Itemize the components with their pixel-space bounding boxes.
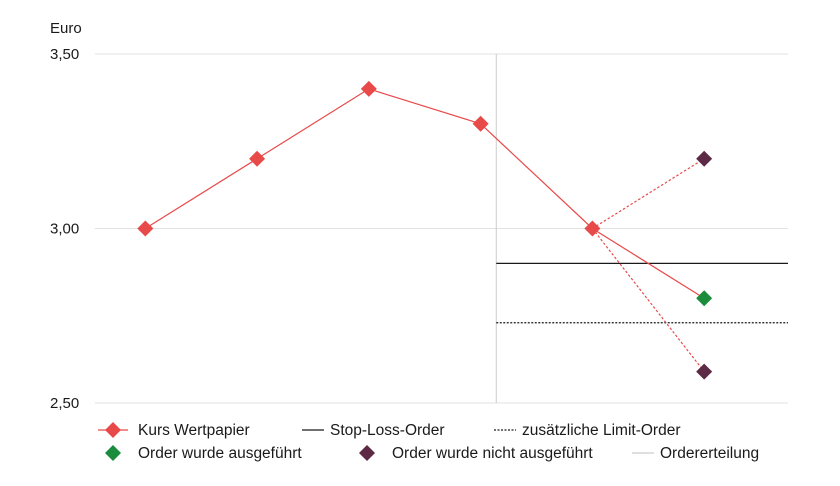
data-point: [137, 220, 154, 237]
y-tick-labels: 3,50 3,00 2,50: [50, 46, 79, 412]
legend-label: Ordererteilung: [660, 445, 759, 462]
scenario-line: [592, 158, 705, 230]
legend-swatch-diamond: [105, 422, 121, 438]
not-executed-order-point: [696, 150, 713, 167]
legend-item: Stop-Loss-Order: [302, 422, 445, 439]
data-points: [137, 80, 713, 380]
legend-label: Order wurde ausgeführt: [138, 445, 302, 462]
legend-label: Order wurde nicht ausgeführt: [392, 445, 593, 462]
legend-item: Kurs Wertpapier: [98, 422, 250, 439]
data-point: [249, 150, 266, 167]
data-point: [584, 220, 601, 237]
scenario-line: [591, 228, 705, 372]
legend: Kurs Wertpapier Stop-Loss-Order zusätzlich…: [98, 422, 759, 462]
series-line: [144, 88, 705, 299]
legend-label: Stop-Loss-Order: [330, 422, 445, 439]
legend-item: Order wurde ausgeführt: [105, 445, 302, 462]
data-point: [472, 115, 489, 132]
y-tick-label: 3,00: [50, 221, 79, 238]
executed-order-point: [696, 290, 713, 307]
legend-label: zusätzliche Limit-Order: [522, 422, 681, 439]
y-tick-label: 2,50: [50, 395, 79, 412]
data-point: [360, 80, 377, 97]
legend-swatch-diamond: [359, 445, 375, 461]
legend-item: zusätzliche Limit-Order: [494, 422, 681, 439]
grid: [95, 53, 788, 404]
y-axis-label: Euro: [50, 20, 82, 37]
not-executed-order-point: [696, 363, 713, 380]
legend-item: Order wurde nicht ausgeführt: [359, 445, 593, 462]
legend-label: Kurs Wertpapier: [138, 422, 250, 439]
series-lines: [144, 88, 705, 372]
y-tick-label: 3,50: [50, 46, 79, 63]
legend-item: Ordererteilung: [632, 445, 759, 462]
legend-swatch-diamond: [105, 445, 121, 461]
order-lines: [495, 54, 788, 403]
